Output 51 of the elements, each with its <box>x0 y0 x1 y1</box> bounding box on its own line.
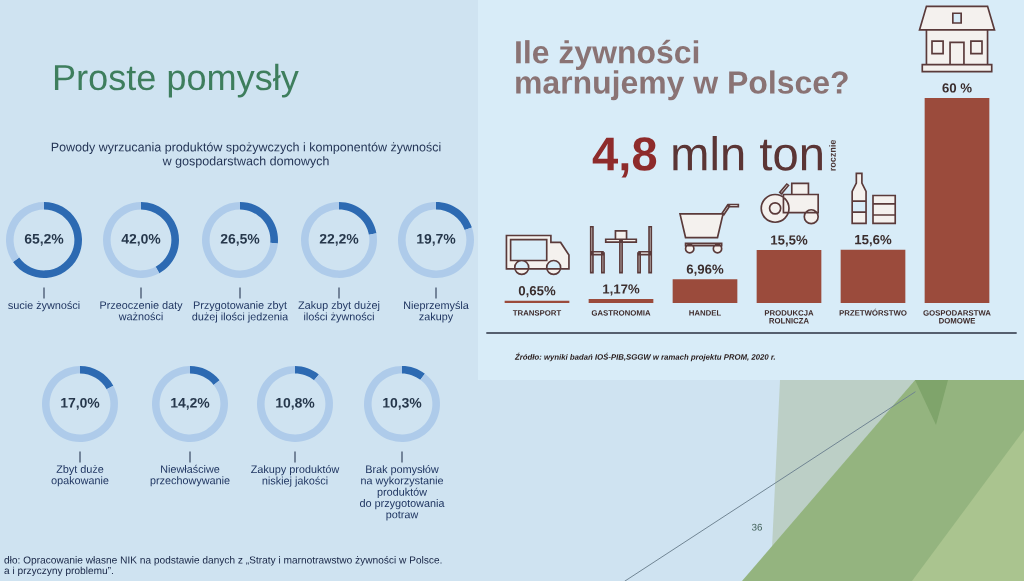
text: 65,2% <box>24 233 64 246</box>
donut-slice <box>398 202 474 278</box>
text: 4,8 mln ton <box>592 135 822 178</box>
text: Nieprzemyśla zakupy <box>404 301 469 323</box>
text: 19,7% <box>417 233 456 246</box>
data-label: 15,6% <box>855 234 892 247</box>
text: Niewłaściwe przechowywanie <box>150 464 230 487</box>
donut-slice <box>190 366 220 385</box>
bar <box>588 299 654 303</box>
text: 14,2% <box>171 397 210 410</box>
data-label: 0,65% <box>518 286 556 298</box>
data-label: 15,5% <box>771 235 808 247</box>
text: 42,0% <box>121 233 161 246</box>
donut-slice <box>301 202 377 278</box>
text: 17,0% <box>61 397 100 410</box>
donut-slice <box>202 202 278 278</box>
text: Przygotowanie zbyt dużej ilości jedzenia <box>192 301 289 323</box>
donut-slice <box>364 366 440 442</box>
text: Proste pomysły <box>54 63 299 98</box>
data-label: 1,17% <box>603 284 640 296</box>
chart-title: Ile żywności marnujemy w Polsce? <box>516 39 848 101</box>
donut-slice <box>12 202 82 278</box>
text: 36 <box>751 523 762 531</box>
text: 10,3% <box>383 397 422 410</box>
donut-slice <box>152 366 228 442</box>
bar <box>924 98 990 303</box>
text: 26,5% <box>220 233 260 246</box>
bar <box>840 249 906 303</box>
text: Przeoczenie daty ważności <box>100 301 183 321</box>
data-label: 60 % <box>942 83 972 93</box>
text: 10,8% <box>276 397 315 410</box>
bar <box>672 279 738 303</box>
text: dło: Opracowanie własne NIK na podstawie danych z „Straty i marnotrawstwo żywności w Polsce. a i przyczyny problemu”. <box>4 556 442 577</box>
donut-slice <box>257 366 333 442</box>
donut-slice <box>103 202 160 278</box>
text: Powody wyrzucania produktów spożywczych i komponentów żywności w gospodarstwach domowych <box>51 142 441 168</box>
donut-slice <box>295 366 319 381</box>
text: Zakupy produktów niskiej jakości <box>251 465 340 487</box>
donut-slice <box>339 202 377 235</box>
text: sucie żywności <box>8 301 80 312</box>
donut-slice <box>42 366 118 442</box>
annotation: rocznie <box>829 139 836 171</box>
donut-slice <box>436 202 472 231</box>
text: Zakup zbyt dużej ilości żywności <box>298 301 380 323</box>
donut-slice <box>402 366 425 380</box>
donut-slice <box>80 366 114 390</box>
data-label: 6,96% <box>686 264 724 276</box>
text: Zbyt duże opakowanie <box>51 465 109 487</box>
text: Brak pomysłów na wykorzystanie produktów do przygotowania potraw <box>360 465 445 521</box>
text: 22,2% <box>319 233 359 246</box>
bar <box>756 250 822 303</box>
